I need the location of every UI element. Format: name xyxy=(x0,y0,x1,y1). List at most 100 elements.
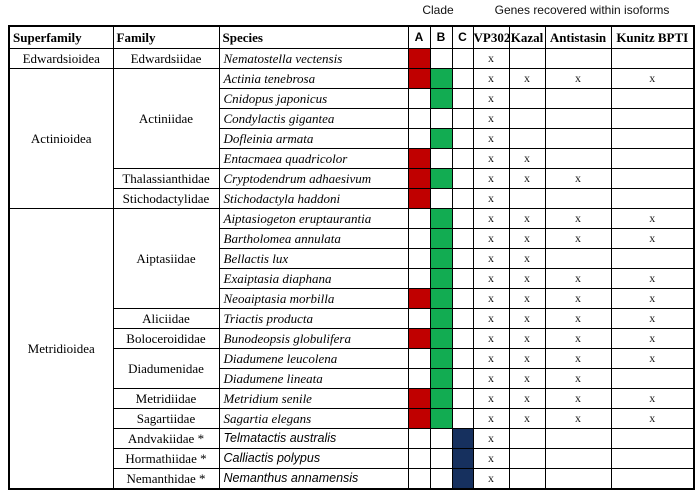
gene-vp302-cell: x xyxy=(472,148,510,169)
gene-vp302-cell: x xyxy=(472,328,510,349)
table-row: Andvakiidae * Telmatactis australis x xyxy=(9,428,695,449)
family-cell: Hormathiidae * xyxy=(112,448,220,469)
clade-a-cell xyxy=(407,88,431,109)
clade-b-cell xyxy=(429,368,453,389)
gene-kunitz-bpti-cell xyxy=(610,248,695,269)
species-cell: Bartholomea annulata xyxy=(218,228,409,249)
clade-b-cell xyxy=(429,128,453,149)
gene-kunitz-bpti-cell: x xyxy=(610,388,695,409)
clade-a-cell xyxy=(407,448,431,469)
clade-a-cell xyxy=(407,148,431,169)
gene-kunitz-bpti-cell xyxy=(610,48,695,69)
gene-antistasin-cell xyxy=(544,448,612,469)
gene-kazal-cell: x xyxy=(508,268,546,289)
gene-antistasin-cell: x xyxy=(544,308,612,329)
gene-antistasin-cell: x xyxy=(544,408,612,429)
gene-kunitz-bpti-cell: x xyxy=(610,328,695,349)
clade-c-cell xyxy=(451,348,474,369)
gene-antistasin-cell: x xyxy=(544,268,612,289)
gene-vp302-cell: x xyxy=(472,268,510,289)
species-cell: Actinia tenebrosa xyxy=(218,68,409,89)
table-row: Neoaiptasia morbilla x x x x xyxy=(9,288,695,309)
clade-a-cell xyxy=(407,388,431,409)
gene-kunitz-bpti-cell: x xyxy=(610,288,695,309)
clade-a-cell xyxy=(407,128,431,149)
gene-vp302-cell: x xyxy=(472,408,510,429)
gene-vp302-cell: x xyxy=(472,168,510,189)
clade-a-cell xyxy=(407,228,431,249)
gene-kunitz-bpti-cell xyxy=(610,448,695,469)
clade-a-cell xyxy=(407,328,431,349)
gene-kunitz-bpti-cell xyxy=(610,468,695,490)
species-cell: Calliactis polypus xyxy=(218,448,409,469)
clade-b-cell xyxy=(429,168,453,189)
gene-antistasin-cell xyxy=(544,468,612,490)
clade-a-cell xyxy=(407,308,431,329)
gene-vp302-cell: x xyxy=(472,348,510,369)
clade-c-cell xyxy=(451,188,474,209)
gene-antistasin-cell xyxy=(544,248,612,269)
clade-b-cell xyxy=(429,328,453,349)
gene-kazal-cell xyxy=(508,448,546,469)
gene-kunitz-bpti-cell: x xyxy=(610,308,695,329)
clade-b-cell xyxy=(429,148,453,169)
species-header: Species xyxy=(218,25,409,49)
species-cell: Bellactis lux xyxy=(218,248,409,269)
species-cell: Dofleinia armata xyxy=(218,128,409,149)
clade-c-cell xyxy=(451,308,474,329)
gene-kunitz-bpti-cell: x xyxy=(610,348,695,369)
gene-kazal-cell: x xyxy=(508,168,546,189)
table-row: Condylactis gigantea x xyxy=(9,108,695,129)
clade-c-cell xyxy=(451,128,474,149)
gene-kunitz-bpti-cell: x xyxy=(610,208,695,229)
family-cell: Nemanthidae * xyxy=(112,468,220,490)
species-cell: Diadumene lineata xyxy=(218,368,409,389)
gene-kunitz-bpti-cell xyxy=(610,88,695,109)
gene-antistasin-cell: x xyxy=(544,368,612,389)
clade-a-cell xyxy=(407,468,431,490)
gene-vp302-cell: x xyxy=(472,208,510,229)
clade-c-cell xyxy=(451,288,474,309)
gene-kazal-cell: x xyxy=(508,148,546,169)
clade-b-cell xyxy=(429,408,453,429)
species-cell: Cryptodendrum adhaesivum xyxy=(218,168,409,189)
clade-c-cell xyxy=(451,468,474,490)
gene-kazal-cell xyxy=(508,128,546,149)
family-cell: Aiptasiidae xyxy=(112,208,220,309)
gene-vp302-header: VP302 xyxy=(472,25,510,49)
superfamily-cell: Metridioidea xyxy=(8,208,114,490)
gene-vp302-cell: x xyxy=(472,88,510,109)
clade-b-header: B xyxy=(429,25,453,49)
species-cell: Stichodactyla haddoni xyxy=(218,188,409,209)
species-cell: Entacmaea quadricolor xyxy=(218,148,409,169)
superfamily-cell: Actinioidea xyxy=(8,68,114,209)
gene-kazal-cell: x xyxy=(508,388,546,409)
species-cell: Bunodeopsis globulifera xyxy=(218,328,409,349)
family-cell: Boloceroididae xyxy=(112,328,220,349)
gene-kazal-cell: x xyxy=(508,328,546,349)
gene-kunitz-bpti-cell: x xyxy=(610,228,695,249)
gene-kazal-cell: x xyxy=(508,228,546,249)
gene-kazal-cell xyxy=(508,188,546,209)
species-cell: Exaiptasia diaphana xyxy=(218,268,409,289)
clade-b-cell xyxy=(429,268,453,289)
gene-antistasin-cell: x xyxy=(544,228,612,249)
gene-antistasin-cell xyxy=(544,108,612,129)
gene-antistasin-cell xyxy=(544,188,612,209)
table-row: Dofleinia armata x xyxy=(9,128,695,149)
gene-vp302-cell: x xyxy=(472,368,510,389)
clade-c-cell xyxy=(451,448,474,469)
clade-c-cell xyxy=(451,428,474,449)
gene-kunitz-bpti-cell xyxy=(610,168,695,189)
gene-kazal-cell: x xyxy=(508,368,546,389)
superfamily-header: Superfamily xyxy=(8,25,114,49)
clade-b-cell xyxy=(429,108,453,129)
family-cell: Andvakiidae * xyxy=(112,428,220,449)
clade-c-cell xyxy=(451,328,474,349)
gene-vp302-cell: x xyxy=(472,248,510,269)
clade-c-cell xyxy=(451,168,474,189)
family-cell: Sagartiidae xyxy=(112,408,220,429)
gene-vp302-cell: x xyxy=(472,388,510,409)
clade-a-cell xyxy=(407,188,431,209)
clade-b-cell xyxy=(429,428,453,449)
